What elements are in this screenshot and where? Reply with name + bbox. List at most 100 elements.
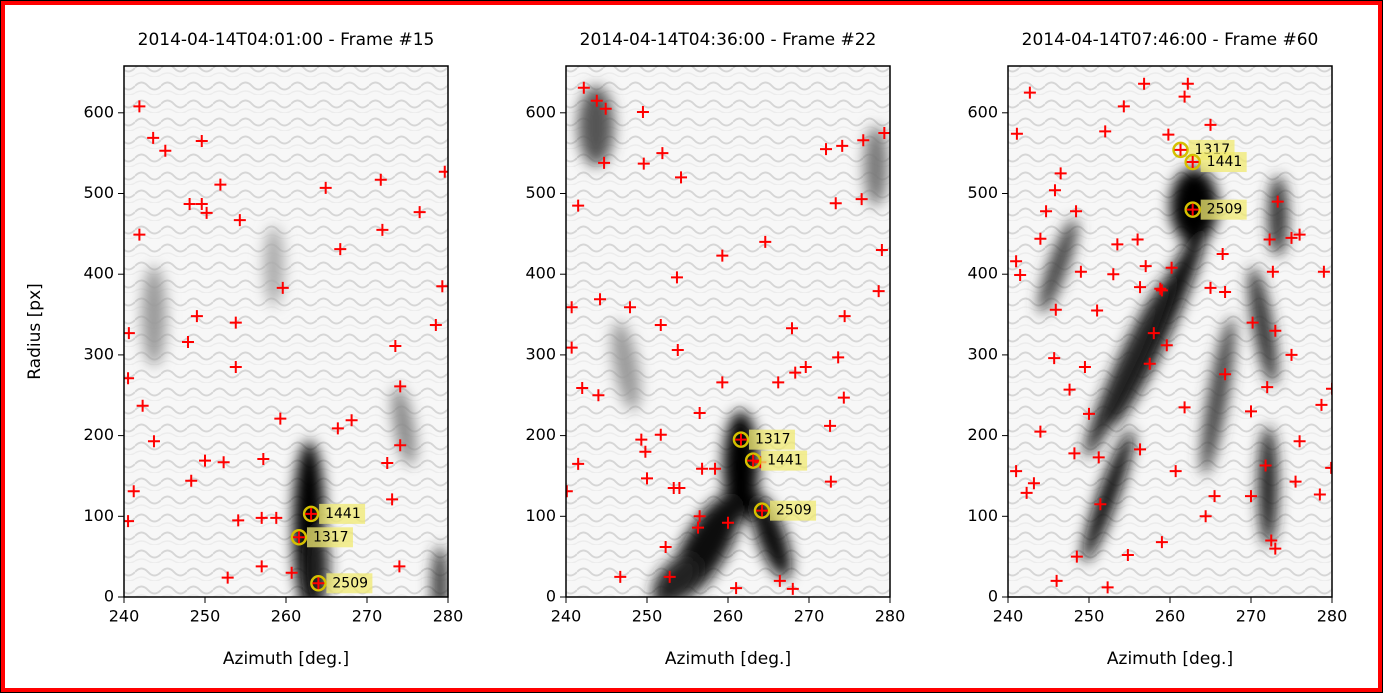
detection-marker (566, 341, 578, 354)
detection-marker (1010, 255, 1023, 268)
detection-marker (659, 540, 672, 553)
detection-marker (199, 454, 211, 467)
detection-marker (709, 462, 722, 475)
detection-marker (572, 199, 585, 212)
detection-marker (1070, 205, 1083, 218)
track-label: 1317 (313, 529, 349, 545)
detection-marker (181, 335, 194, 348)
detection-marker (274, 412, 287, 425)
detection-marker (1259, 459, 1272, 472)
detection-marker (1010, 127, 1023, 140)
detection-marker (785, 322, 798, 335)
dark-region (391, 386, 417, 466)
detection-marker (599, 102, 612, 115)
detection-marker (1245, 490, 1257, 503)
detection-marker (1014, 269, 1027, 282)
detection-marker (1271, 195, 1284, 208)
detection-marker (730, 582, 743, 595)
detection-marker (1138, 77, 1151, 90)
detection-marker (270, 511, 283, 524)
detection-marker (1147, 327, 1160, 340)
detection-marker (696, 462, 709, 475)
detection-marker (1121, 549, 1134, 562)
image-background (566, 66, 890, 597)
panel-title: 2014-04-14T07:46:00 - Frame #60 (1022, 30, 1319, 50)
detection-marker (190, 310, 203, 323)
detection-marker (394, 439, 407, 452)
detection-marker (1285, 231, 1298, 244)
detection-marker (1313, 488, 1326, 501)
detection-marker (1285, 348, 1298, 361)
detection-marker (566, 301, 578, 314)
x-axis-label: Azimuth [deg.] (665, 649, 791, 669)
y-tick-label: 200 (525, 425, 556, 444)
figure: 2014-04-14T04:01:00 - Frame #15 240 250 260… (25, 30, 1348, 669)
detection-marker (1020, 486, 1033, 499)
detection-marker (1101, 581, 1114, 594)
x-tick-label: 250 (632, 607, 663, 626)
detection-marker (319, 181, 332, 194)
panel: 2014-04-14T04:36:00 - Frame #22 240 250 260… (525, 30, 905, 669)
detection-marker (693, 407, 706, 420)
y-axis-label: Radius [px] (25, 283, 45, 380)
detection-marker (636, 105, 649, 118)
track-marker (744, 452, 762, 469)
track-label: 2509 (1207, 202, 1243, 218)
x-tick-label: 270 (352, 607, 383, 626)
detection-marker (133, 100, 146, 113)
detection-marker (759, 235, 772, 248)
detection-marker (1199, 510, 1212, 523)
detection-marker (217, 456, 230, 469)
detection-marker (232, 514, 245, 527)
track-marker (302, 505, 320, 523)
detection-marker (837, 391, 850, 404)
detection-marker (614, 570, 627, 583)
detection-marker (1010, 465, 1023, 478)
detection-marker (1094, 498, 1107, 511)
track-marker (290, 529, 308, 546)
y-tick-label: 600 (83, 102, 114, 121)
detection-marker (1154, 282, 1167, 295)
track-label-box (306, 527, 353, 548)
detection-marker (1160, 339, 1173, 352)
detection-marker (1178, 90, 1191, 103)
track-center (747, 454, 760, 467)
dark-region (864, 126, 888, 206)
detection-marker (255, 560, 268, 573)
axes-frame (1007, 65, 1333, 598)
x-tick-label: 250 (190, 607, 221, 626)
detection-marker (1315, 398, 1328, 411)
y-tick-label: 400 (83, 264, 114, 283)
detection-marker (1155, 536, 1168, 549)
detection-marker (1083, 407, 1095, 420)
detection-marker (799, 361, 812, 374)
detection-marker (147, 435, 160, 448)
track-label: 1441 (767, 453, 803, 469)
detection-marker (1181, 77, 1194, 90)
x-tick-label: 260 (713, 607, 744, 626)
detection-marker (675, 171, 688, 184)
detection-marker (413, 206, 426, 219)
detection-marker (376, 223, 389, 236)
detection-marker (1208, 490, 1221, 503)
detection-marker (374, 173, 387, 186)
track-marker (732, 431, 750, 448)
detection-marker (200, 206, 213, 219)
detection-marker (1269, 542, 1282, 555)
dark-region (611, 321, 641, 411)
detection-marker (1269, 324, 1282, 337)
x-tick-label: 260 (271, 607, 302, 626)
detection-marker (1317, 265, 1330, 278)
detection-marker (786, 582, 799, 595)
x-tick-label: 280 (1317, 607, 1348, 626)
detection-marker (670, 271, 683, 284)
detection-marker (389, 340, 402, 353)
x-tick-label: 280 (875, 607, 906, 626)
y-tick-label: 0 (104, 587, 114, 606)
detection-marker (872, 285, 885, 298)
panel: 2014-04-14T04:01:00 - Frame #15 240 250 260… (25, 30, 463, 669)
y-tick-label: 300 (967, 344, 998, 363)
